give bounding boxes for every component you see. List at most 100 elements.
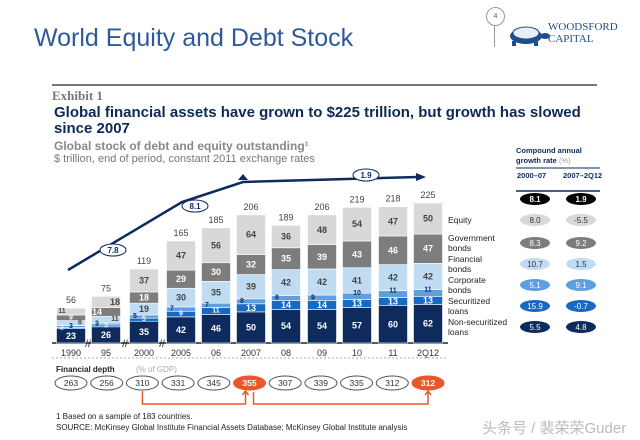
legend-label: bonds <box>448 243 471 253</box>
data-label: 64 <box>246 230 256 240</box>
bar-segment-equity <box>236 214 266 255</box>
total-label: 185 <box>208 215 223 225</box>
financial-depth-value: 312 <box>385 378 399 388</box>
legend-label: Financial <box>448 254 482 264</box>
data-label: 37 <box>139 275 149 285</box>
x-tick-label: 2000 <box>134 348 154 358</box>
data-label: 29 <box>176 274 186 284</box>
cagr-value: -5.5 <box>574 216 588 225</box>
financial-depth-unit: (% of GDP) <box>136 365 177 374</box>
data-label: 3 <box>104 322 108 329</box>
bar-segment-equity <box>201 227 231 264</box>
total-label: 165 <box>173 228 188 238</box>
legend-label: Government <box>448 233 495 243</box>
bar-segment-government <box>307 244 337 270</box>
financial-depth-value: 331 <box>171 378 185 388</box>
cagr-value: 8.1 <box>529 195 541 204</box>
data-label: 11 <box>389 288 397 295</box>
comparison-arrow <box>252 392 429 405</box>
data-label: 14 <box>281 300 291 310</box>
data-label: 47 <box>176 251 186 261</box>
comparison-arrow <box>141 391 247 405</box>
bar-segment-non_securitized <box>201 314 231 344</box>
data-label: 56 <box>211 240 221 250</box>
data-label: 8 <box>240 298 244 305</box>
bar-segment-government <box>342 240 372 269</box>
cagr-value-oval <box>566 193 596 205</box>
y-axis-label: $ trillion, end of period, constant 2011… <box>54 153 315 165</box>
cagr-header-line1: Compound annual <box>516 146 582 155</box>
cagr-value-oval <box>566 258 596 270</box>
bar-segment-non_securitized <box>236 311 266 344</box>
data-label: 3 <box>69 323 73 330</box>
data-label: 46 <box>388 245 398 255</box>
bar-segment-non_securitized <box>271 309 301 344</box>
trend-line <box>67 175 419 272</box>
trend-arrow-icon <box>416 173 426 181</box>
data-label: 39 <box>246 282 256 292</box>
total-label: 225 <box>420 190 435 200</box>
data-label: 35 <box>139 327 149 337</box>
cagr-value: 9.2 <box>575 239 587 248</box>
data-label: 43 <box>352 249 362 259</box>
cagr-value-oval <box>520 214 550 226</box>
bar-segment-government <box>378 235 408 265</box>
cagr-value: -0.7 <box>574 302 588 311</box>
x-tick-label: 1990 <box>61 348 81 358</box>
data-label: 36 <box>281 232 291 242</box>
data-label: 8 <box>78 320 82 327</box>
data-label: 10 <box>353 290 361 297</box>
cagr-unit: (%) <box>558 156 571 165</box>
bar-segment-equity <box>56 307 86 316</box>
data-label: 47 <box>423 244 433 254</box>
data-label: 9 <box>311 294 315 301</box>
legend-label: Non-securitized <box>448 317 507 327</box>
bar-segment-financial <box>271 269 301 297</box>
bar-segment-equity <box>378 206 408 237</box>
data-label: 60 <box>388 319 398 329</box>
data-label: 8 <box>275 295 279 302</box>
data-label: 47 <box>388 216 398 226</box>
legend-label: loans <box>448 306 468 316</box>
cagr-value-oval <box>520 193 550 205</box>
financial-depth-oval <box>54 375 88 391</box>
watermark: 头条号 / 裴荣荣Guder <box>482 420 627 437</box>
chart-title: Global financial assets have grown to $2… <box>54 104 581 137</box>
data-label: 14 <box>92 307 102 317</box>
financial-depth-value: 256 <box>100 378 114 388</box>
bar-segment-equity <box>342 207 372 242</box>
total-label: 218 <box>385 194 400 204</box>
financial-depth-oval <box>268 375 302 391</box>
data-label: 13 <box>388 297 398 307</box>
cagr-value: 1.5 <box>575 260 587 269</box>
bar-segment-equity <box>271 225 301 249</box>
data-label: 18 <box>110 297 120 307</box>
data-label: 35 <box>211 287 221 297</box>
data-label: 7 <box>170 306 174 313</box>
trend-arrow-icon <box>238 174 248 180</box>
total-label: 219 <box>349 194 364 204</box>
x-tick-label: 2007 <box>241 348 261 358</box>
logo-line-2: CAPITAL <box>548 33 594 45</box>
data-label: 11 <box>424 286 432 293</box>
data-label: 54 <box>352 219 362 229</box>
legend-label: bonds <box>448 285 471 295</box>
cagr-value: 9.1 <box>575 281 587 290</box>
financial-depth-oval <box>90 375 124 391</box>
divider <box>52 84 597 86</box>
data-label: 18 <box>139 293 149 303</box>
footnote: 1 Based on a sample of 183 countries. <box>56 412 193 421</box>
bar-segment-equity <box>307 214 337 245</box>
cagr-value: 10.7 <box>527 260 543 269</box>
cagr-header: Compound annual growth rate (%) <box>516 146 582 166</box>
cagr-value: 8.0 <box>529 216 541 225</box>
data-label: 62 <box>423 319 433 329</box>
data-label: 2 <box>60 325 64 332</box>
bar-segment-equity <box>413 202 443 235</box>
data-label: 54 <box>281 321 291 331</box>
data-label: 26 <box>101 330 111 340</box>
cagr-value-oval <box>520 321 550 333</box>
financial-depth-oval <box>233 375 266 391</box>
bar-segment-equity <box>91 296 121 308</box>
